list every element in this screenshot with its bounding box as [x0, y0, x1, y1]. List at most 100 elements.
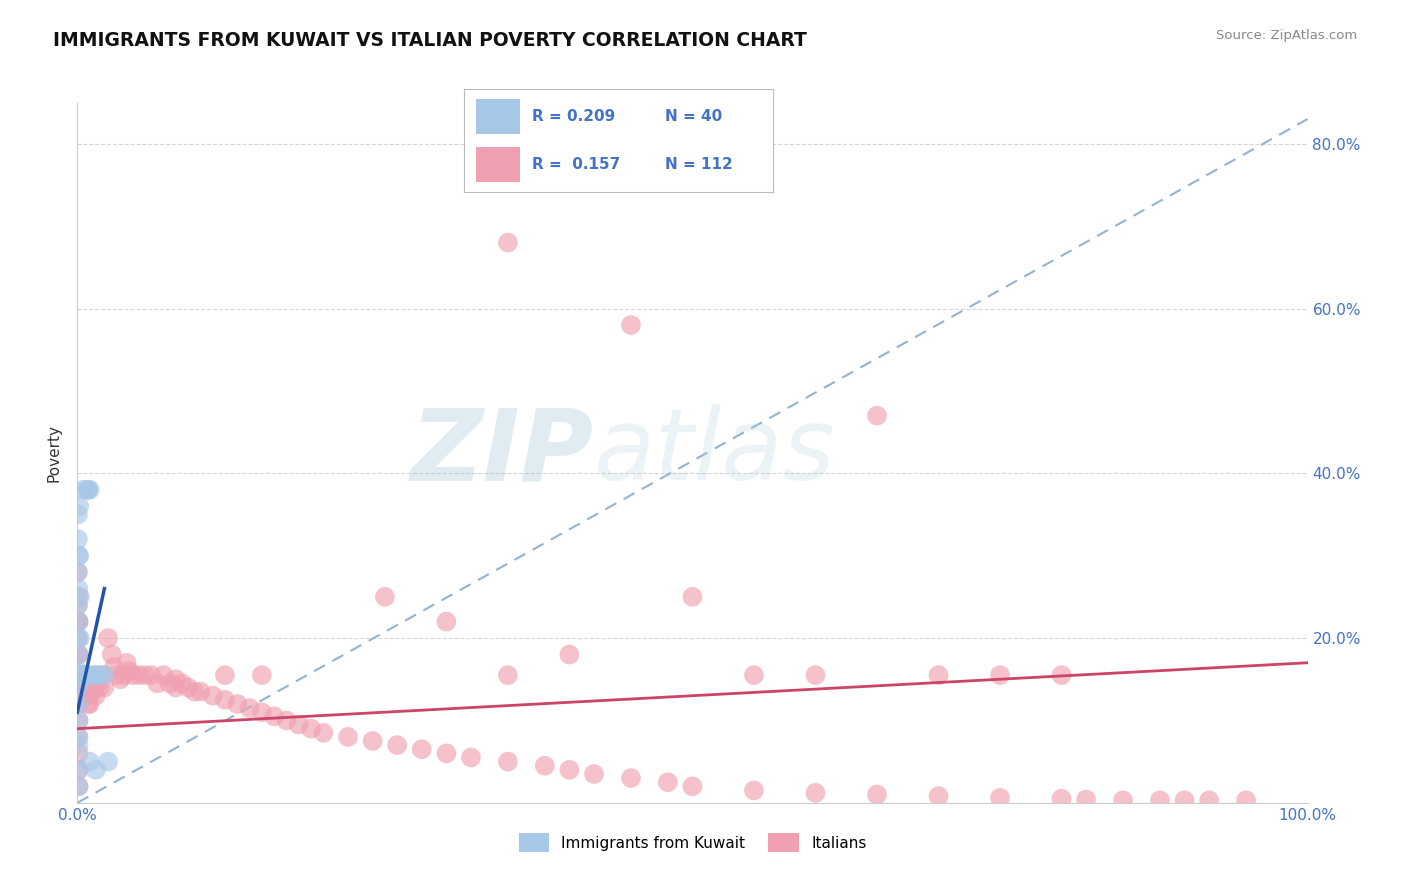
Italians	[67, 615, 90, 629]
Italians	[558, 648, 581, 662]
Italians	[79, 697, 101, 711]
Italians	[66, 598, 89, 612]
Italians	[67, 648, 90, 662]
Italians	[1174, 793, 1197, 807]
Italians	[93, 681, 115, 695]
Italians	[70, 681, 93, 695]
Italians	[70, 668, 93, 682]
Italians	[69, 689, 91, 703]
Immigrants from Kuwait	[82, 668, 104, 682]
Italians	[583, 767, 606, 781]
Y-axis label: Poverty: Poverty	[46, 424, 62, 482]
Italians	[67, 747, 90, 761]
Italians	[866, 788, 889, 802]
Italians	[742, 668, 765, 682]
Immigrants from Kuwait	[67, 681, 90, 695]
Italians	[76, 689, 98, 703]
Italians	[312, 726, 335, 740]
Italians	[67, 730, 90, 744]
Immigrants from Kuwait	[66, 598, 89, 612]
Italians	[1050, 668, 1073, 682]
Immigrants from Kuwait	[67, 668, 90, 682]
Bar	[477, 99, 520, 135]
Immigrants from Kuwait	[69, 590, 91, 604]
Italians	[988, 790, 1011, 805]
Italians	[385, 738, 409, 752]
Italians	[67, 681, 90, 695]
Italians	[496, 755, 519, 769]
Italians	[141, 668, 163, 682]
Italians	[620, 771, 643, 785]
Immigrants from Kuwait	[72, 668, 94, 682]
Text: N = 112: N = 112	[665, 157, 733, 171]
Italians	[146, 676, 169, 690]
Immigrants from Kuwait	[77, 483, 100, 497]
Immigrants from Kuwait	[67, 500, 90, 514]
Italians	[866, 409, 889, 423]
Immigrants from Kuwait	[93, 668, 115, 682]
Italians	[188, 684, 212, 698]
Italians	[69, 681, 91, 695]
Immigrants from Kuwait	[66, 697, 89, 711]
Italians	[988, 668, 1011, 682]
Text: atlas: atlas	[595, 404, 835, 501]
Immigrants from Kuwait	[84, 668, 107, 682]
Immigrants from Kuwait	[66, 532, 89, 546]
Italians	[128, 668, 150, 682]
Text: R = 0.209: R = 0.209	[531, 110, 616, 124]
Immigrants from Kuwait	[67, 549, 90, 563]
Immigrants from Kuwait	[67, 780, 90, 794]
Italians	[928, 789, 950, 804]
Italians	[67, 780, 90, 794]
Immigrants from Kuwait	[76, 483, 98, 497]
Italians	[496, 668, 519, 682]
Italians	[77, 697, 100, 711]
Italians	[69, 668, 91, 682]
Italians	[84, 689, 107, 703]
Italians	[67, 714, 90, 728]
Immigrants from Kuwait	[66, 565, 89, 579]
Italians	[620, 318, 643, 332]
Italians	[79, 681, 101, 695]
Immigrants from Kuwait	[76, 668, 98, 682]
Italians	[66, 565, 89, 579]
Immigrants from Kuwait	[73, 668, 96, 682]
Immigrants from Kuwait	[67, 549, 90, 563]
Italians	[89, 681, 111, 695]
Italians	[159, 676, 181, 690]
Italians	[534, 758, 557, 772]
Text: IMMIGRANTS FROM KUWAIT VS ITALIAN POVERTY CORRELATION CHART: IMMIGRANTS FROM KUWAIT VS ITALIAN POVERT…	[53, 31, 807, 50]
Immigrants from Kuwait	[67, 648, 90, 662]
Italians	[134, 668, 156, 682]
Text: N = 40: N = 40	[665, 110, 723, 124]
Text: R =  0.157: R = 0.157	[531, 157, 620, 171]
Immigrants from Kuwait	[66, 664, 89, 678]
Italians	[250, 668, 273, 682]
Italians	[1234, 793, 1257, 807]
Italians	[374, 590, 396, 604]
Italians	[101, 648, 124, 662]
Italians	[103, 660, 125, 674]
Italians	[558, 763, 581, 777]
Italians	[67, 648, 90, 662]
Italians	[177, 681, 200, 695]
Italians	[1198, 793, 1220, 807]
Italians	[804, 668, 827, 682]
Italians	[250, 705, 273, 719]
Immigrants from Kuwait	[67, 668, 90, 682]
Italians	[214, 693, 236, 707]
Italians	[276, 714, 298, 728]
Italians	[183, 684, 205, 698]
Immigrants from Kuwait	[67, 763, 90, 777]
Italians	[82, 684, 104, 698]
Italians	[742, 783, 765, 797]
Italians	[105, 668, 128, 682]
Italians	[411, 742, 433, 756]
Italians	[152, 668, 174, 682]
Italians	[121, 668, 143, 682]
Immigrants from Kuwait	[89, 668, 111, 682]
Italians	[928, 668, 950, 682]
Italians	[67, 668, 90, 682]
Immigrants from Kuwait	[97, 755, 120, 769]
Immigrants from Kuwait	[67, 738, 90, 752]
